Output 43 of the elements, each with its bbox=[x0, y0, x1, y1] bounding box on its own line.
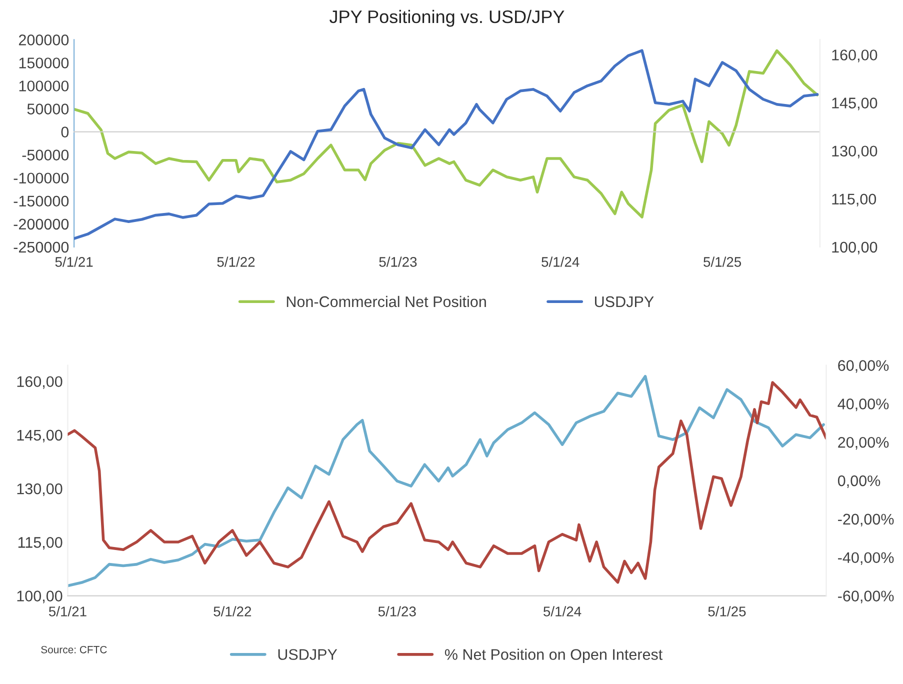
y2-tick-label: 100,00 bbox=[832, 242, 878, 254]
x-tick-label: 5/1/24 bbox=[542, 256, 580, 267]
y2-tick-label: -40,00% bbox=[838, 552, 894, 565]
y-tick-label: -250000 bbox=[14, 242, 69, 253]
y-tick-label: -100000 bbox=[14, 172, 69, 184]
y-tick-label: 130,00 bbox=[17, 483, 62, 496]
y-tick-label: -200000 bbox=[14, 218, 69, 230]
y2-tick-label: 40,00% bbox=[838, 398, 889, 412]
y2-tick-label: 130,00 bbox=[832, 146, 878, 158]
y2-tick-label: -20,00% bbox=[838, 514, 894, 526]
x-tick-label: 5/1/21 bbox=[55, 256, 93, 267]
legend-label: USDJPY bbox=[278, 649, 338, 660]
x-tick-label: 5/1/21 bbox=[48, 606, 86, 616]
x-tick-label: 5/1/22 bbox=[217, 256, 255, 267]
y2-tick-label: 145,00 bbox=[832, 98, 878, 110]
chart-title: JPY Positioning vs. USD/JPY bbox=[330, 10, 564, 27]
legend-label: % Net Position on Open Interest bbox=[444, 648, 663, 663]
y-tick-label: -50000 bbox=[22, 150, 69, 160]
y-tick-label: 100000 bbox=[19, 80, 69, 92]
y2-tick-label: 60,00% bbox=[838, 360, 889, 373]
y-tick-label: 100,00 bbox=[17, 590, 62, 604]
y-tick-label: 50000 bbox=[27, 104, 69, 114]
x-tick-label: 5/1/22 bbox=[214, 606, 252, 616]
x-tick-label: 5/1/23 bbox=[378, 606, 416, 616]
y-tick-label: -150000 bbox=[14, 196, 69, 207]
x-tick-label: 5/1/24 bbox=[544, 606, 582, 616]
y2-tick-label: 0,00% bbox=[838, 475, 880, 488]
x-tick-label: 5/1/25 bbox=[704, 256, 742, 267]
y2-tick-label: 115,00 bbox=[832, 194, 876, 206]
y-tick-label: 150000 bbox=[19, 58, 69, 68]
x-tick-label: 5/1/23 bbox=[379, 256, 417, 267]
x-tick-label: 5/1/25 bbox=[708, 606, 746, 616]
source-note: Source: CFTC bbox=[41, 646, 107, 654]
legend-label: USDJPY bbox=[595, 296, 654, 308]
y-tick-label: 115,00 bbox=[18, 537, 62, 550]
legend-label: Non-Commercial Net Position bbox=[286, 296, 486, 308]
y2-tick-label: -60,00% bbox=[838, 590, 894, 604]
y2-tick-label: 20,00% bbox=[838, 436, 889, 450]
y-tick-label: 145,00 bbox=[17, 430, 62, 442]
y-tick-label: 160,00 bbox=[17, 376, 62, 389]
y-tick-label: 0 bbox=[61, 126, 69, 138]
y2-tick-label: 160,00 bbox=[832, 50, 878, 62]
y-tick-label: 200000 bbox=[18, 34, 69, 46]
